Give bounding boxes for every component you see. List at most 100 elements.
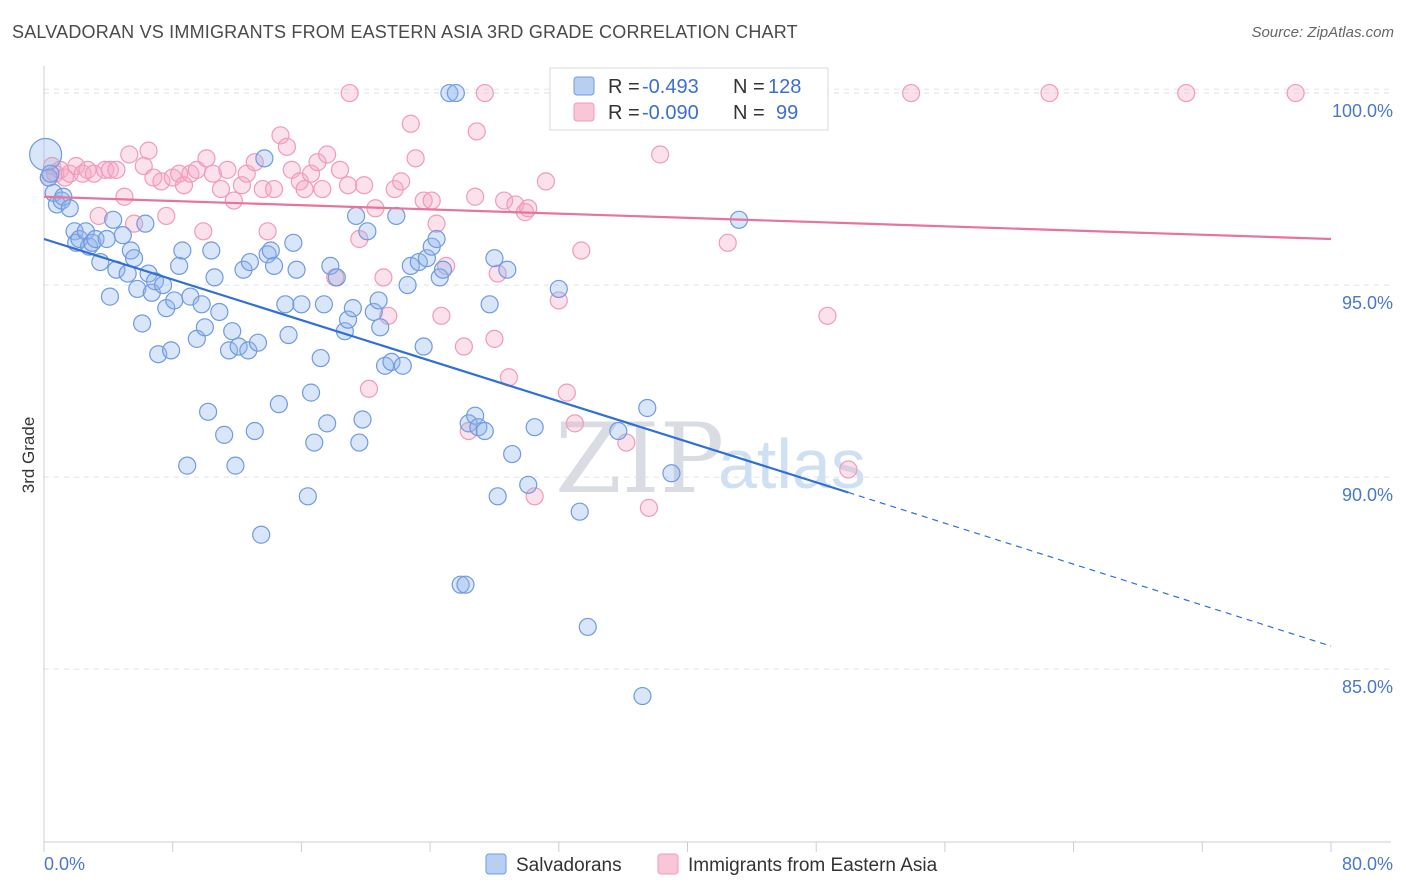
salvadoran-point xyxy=(173,241,192,260)
eastern-asia-point xyxy=(139,141,158,160)
eastern-asia-point xyxy=(264,179,284,199)
salvadoran-point xyxy=(475,421,494,441)
eastern-asia-point xyxy=(422,191,441,210)
eastern-asia-point xyxy=(157,206,176,226)
salvadoran-point xyxy=(261,241,280,260)
salvadoran-point xyxy=(245,421,264,441)
eastern-asia-point xyxy=(557,383,576,402)
salvadoran-point xyxy=(128,279,147,299)
salvadoran-point xyxy=(252,525,271,544)
bottom-legend-label-eastern-asia: Immigrants from Eastern Asia xyxy=(688,855,938,876)
salvadoran-point xyxy=(298,487,317,506)
eastern-asia-point xyxy=(818,306,837,325)
salvadoran-point xyxy=(205,268,224,287)
eastern-asia-point xyxy=(89,206,108,226)
salvadoran-point xyxy=(276,295,295,314)
salvadoran-point xyxy=(525,418,544,437)
bottom-legend-swatch-salvadorans xyxy=(485,853,507,875)
salvadoran-point xyxy=(301,383,321,402)
salvadoran-point xyxy=(338,310,358,329)
eastern-asia-point xyxy=(392,172,411,191)
salvadoran-point xyxy=(382,352,401,372)
y-tick-label-100: 100.0% xyxy=(1332,101,1393,121)
salvadoran-point xyxy=(578,617,597,637)
legend-swatch-salvadorans xyxy=(573,76,595,96)
eastern-asia-point xyxy=(1177,83,1196,103)
salvadoran-point xyxy=(311,348,330,368)
salvadoran-point xyxy=(210,302,229,322)
x-tick-label-max: 80.0% xyxy=(1342,854,1393,874)
salvadoran-point xyxy=(358,222,377,241)
eastern-asia-point xyxy=(224,191,243,210)
eastern-asia-point xyxy=(519,199,538,218)
salvadoran-point xyxy=(387,206,406,226)
eastern-asia-point xyxy=(466,187,485,206)
salvadoran-point xyxy=(485,249,504,268)
salvadoran-point xyxy=(60,199,79,218)
salvadoran-points xyxy=(29,83,749,706)
eastern-asia-point xyxy=(340,83,359,103)
eastern-asia-point xyxy=(197,149,216,168)
eastern-asia-point xyxy=(374,268,393,287)
salvadoran-point xyxy=(226,456,245,475)
salvadoran-point xyxy=(29,137,63,172)
eastern-asia-point xyxy=(454,337,473,356)
salvadoran-point xyxy=(161,341,181,360)
salvadoran-point xyxy=(170,256,189,275)
salvadoran-point xyxy=(229,337,248,356)
salvadoran-point xyxy=(609,421,628,441)
eastern-asia-point xyxy=(308,153,327,172)
salvadoran-point xyxy=(480,295,499,314)
salvadoran-point xyxy=(417,249,436,268)
eastern-asia-point xyxy=(258,222,277,241)
salvadoran-point xyxy=(133,314,152,333)
eastern-asia-point xyxy=(485,329,504,348)
salvadoran-point xyxy=(248,333,268,352)
legend-r-value-2: -0.090 xyxy=(642,102,699,124)
salvadoran-point xyxy=(284,233,303,252)
eastern-asia-point xyxy=(432,306,451,325)
eastern-asia-point xyxy=(1286,83,1305,103)
salvadoran-point xyxy=(346,206,366,226)
eastern-asia-point xyxy=(406,149,425,168)
salvadoran-point xyxy=(223,322,242,341)
eastern-asia-point xyxy=(488,264,507,283)
salvadoran-point xyxy=(41,164,60,183)
eastern-asia-point xyxy=(475,83,494,103)
salvadoran-point xyxy=(165,291,184,310)
eastern-asia-point xyxy=(107,160,126,179)
eastern-asia-point xyxy=(355,176,374,195)
y-axis-label: 3rd Grade xyxy=(19,417,38,494)
salvadoran-point xyxy=(371,318,390,337)
eastern-asia-point xyxy=(245,153,264,172)
legend-swatch-eastern-asia xyxy=(573,102,595,122)
salvadoran-point xyxy=(456,575,475,594)
salvadoran-point xyxy=(219,341,239,360)
eastern-asia-point xyxy=(277,137,297,156)
x-tick-label-min: 0.0% xyxy=(44,854,85,874)
y-tick-label-90: 90.0% xyxy=(1342,485,1393,505)
salvadoran-point xyxy=(202,241,221,260)
salvadoran-point xyxy=(269,395,288,414)
salvadoran-point xyxy=(279,325,298,345)
salvadoran-point xyxy=(321,256,340,275)
salvadoran-point xyxy=(433,260,453,279)
eastern-asia-point xyxy=(639,498,658,517)
watermark: ZIP atlas xyxy=(555,403,866,515)
legend-n-label-1: N = xyxy=(733,76,765,98)
legend-r-label-1: R = xyxy=(608,76,640,98)
salvadoran-point xyxy=(198,402,218,421)
salvadoran-point xyxy=(255,149,274,168)
salvadoran-point xyxy=(638,398,657,418)
eastern-asia-point xyxy=(100,160,120,179)
eastern-asia-point xyxy=(839,460,858,479)
salvadoran-point xyxy=(451,575,470,594)
eastern-asia-point xyxy=(565,414,584,433)
eastern-asia-point xyxy=(718,233,737,252)
eastern-asia-point xyxy=(338,176,358,195)
legend-n-label-2: N = xyxy=(733,102,765,124)
eastern-asia-point xyxy=(120,145,139,164)
salvadoran-point xyxy=(264,256,284,275)
salvadoran-point xyxy=(314,295,334,314)
